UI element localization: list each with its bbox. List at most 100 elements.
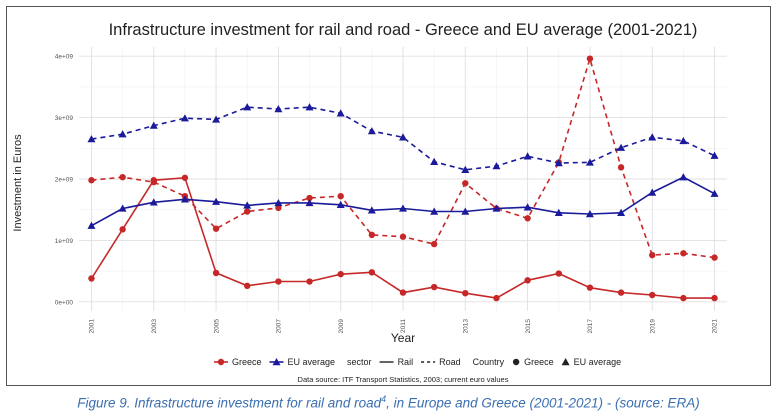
data-point-greece-rail [711,294,718,302]
data-point-eu-average-road [243,103,252,111]
caption-prefix: Figure 9. Infrastructure investment for … [77,395,382,411]
data-point-greece-rail [119,226,126,233]
data-point-greece-rail [368,269,376,276]
series-line-eu-average-road [91,106,715,171]
data-point-greece-road [649,251,656,259]
data-point-greece-rail [181,174,189,181]
grid-layer [79,47,727,311]
legend-key-marker [217,358,225,366]
legend-label: Road [439,357,461,367]
data-point-greece-road [88,177,95,184]
legend-label: EU average [288,357,336,367]
data-point-greece-rail [524,277,531,284]
data-point-eu-average-rail [118,204,127,212]
x-tick-label: 2005 [213,319,220,334]
data-point-eu-average-road [87,135,96,143]
data-point-eu-average-rail [710,189,719,197]
data-point-greece-rail [649,291,656,299]
data-point-eu-average-road [523,152,532,160]
x-tick-label: 2011 [400,319,407,333]
x-tick-label: 2015 [525,319,532,334]
axis-layer: 0e+00 1e+09 2e+09 3e+09 4e+09 2001 2003 2005 200… [55,54,719,334]
data-point-eu-average-road [710,151,719,159]
y-tick-label: 3e+09 [55,115,74,122]
legend: Greece EU average sector Rail Road Country Gre… [214,357,621,367]
data-point-eu-average-rail [492,204,501,212]
data-point-greece-rail [88,275,95,282]
data-point-greece-rail [275,278,282,285]
legend-label: Greece [232,357,262,367]
data-point-eu-average-road [399,133,407,141]
data-point-greece-rail [337,270,344,278]
caption-suffix: , in Europe and Greece (2001-2021) - (so… [386,395,700,411]
x-axis-label: Year [391,331,415,345]
data-point-greece-road [212,225,220,232]
data-point-greece-road [150,178,157,186]
source-note: Data source: ITF Transport Statistics, 2… [298,375,509,384]
y-tick-label: 4e+09 [55,54,74,61]
y-axis-label: Investment in Euros [12,134,24,232]
data-point-eu-average-rail [523,203,532,211]
data-point-eu-average-road [554,159,563,167]
caption-superscript: 4 [381,394,387,404]
data-point-greece-road [617,164,625,171]
x-tick-label: 2021 [712,319,719,334]
data-point-eu-average-rail [617,208,626,216]
data-point-eu-average-rail [336,200,345,208]
data-point-eu-average-road [430,157,439,166]
data-point-greece-road [711,254,718,261]
x-tick-label: 2001 [89,319,96,334]
x-tick-label: 2017 [587,319,594,334]
x-tick-label: 2007 [276,319,283,334]
data-point-eu-average-rail [274,198,283,207]
data-point-greece-road [524,215,531,222]
data-point-eu-average-rail [461,207,470,215]
data-point-eu-average-road [679,136,688,145]
data-point-eu-average-road [461,165,470,173]
data-point-greece-rail [430,283,438,291]
data-point-eu-average-rail [305,198,314,207]
legend-label: Greece [524,357,554,367]
chart-frame: Infrastructure investment for rail and r… [6,6,771,386]
data-point-eu-average-road [180,114,189,122]
data-point-eu-average-road [336,109,345,117]
x-tick-label: 2009 [338,319,345,334]
x-tick-label: 2019 [649,319,656,334]
legend-label: EU average [574,357,622,367]
data-point-greece-rail [555,270,562,277]
x-tick-label: 2003 [151,319,158,334]
data-point-greece-rail [586,284,594,291]
data-point-greece-road [399,233,407,240]
data-point-eu-average-rail [585,209,594,218]
y-tick-label: 1e+09 [55,238,74,245]
data-point-greece-road [275,204,282,212]
data-point-eu-average-road [492,162,501,170]
data-point-eu-average-road [648,133,657,141]
data-point-eu-average-road [212,115,221,123]
data-point-greece-road [306,194,313,202]
series-layer [87,55,719,302]
data-point-greece-rail [680,294,687,302]
y-tick-label: 2e+09 [55,177,74,184]
data-point-eu-average-rail [679,173,688,181]
legend-title-country: Country [473,357,505,367]
y-tick-label: 0e+00 [55,299,74,306]
x-tick-label: 2013 [463,319,470,334]
data-point-greece-road [462,180,469,187]
data-point-eu-average-rail [180,195,189,203]
data-point-greece-road [368,231,376,239]
chart-svg: Infrastructure investment for rail and r… [12,21,727,384]
data-point-eu-average-road [617,143,626,151]
data-point-greece-road [244,208,251,215]
data-point-eu-average-rail [243,201,252,209]
data-point-eu-average-road [585,158,594,166]
legend-title-sector: sector [347,357,372,367]
data-point-greece-road [586,55,594,62]
data-point-greece-road [337,192,344,200]
data-point-eu-average-rail [648,188,657,196]
data-point-greece-road [119,173,126,181]
data-point-greece-rail [617,289,625,296]
data-point-greece-rail [462,289,469,297]
data-point-eu-average-road [274,105,283,113]
legend-key-marker [512,358,520,366]
